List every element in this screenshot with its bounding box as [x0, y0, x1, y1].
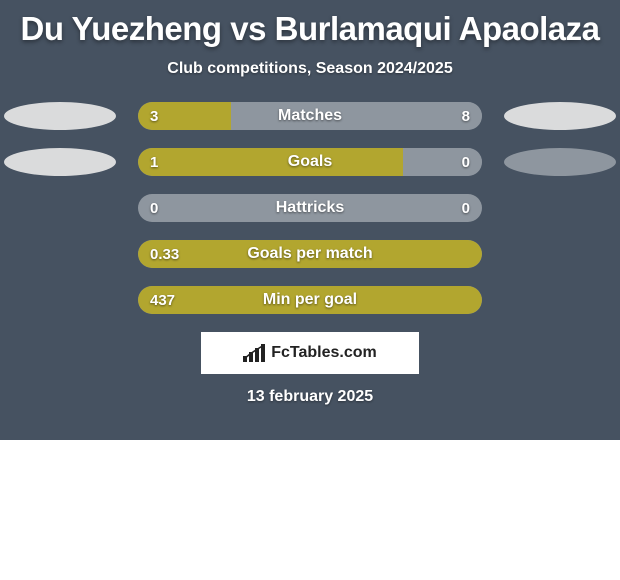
- stat-row: 1 Goals 0: [0, 148, 620, 176]
- bar-segment-right: [231, 102, 482, 130]
- oval-spacer: [504, 194, 616, 222]
- logo-chart-icon: [243, 344, 265, 362]
- subtitle: Club competitions, Season 2024/2025: [167, 60, 452, 78]
- player-oval-left: [4, 102, 116, 130]
- player-oval-right: [504, 102, 616, 130]
- stat-bar-hattricks: 0 Hattricks 0: [138, 194, 482, 222]
- bar-segment-full: [138, 286, 482, 314]
- stat-row: 3 Matches 8: [0, 102, 620, 130]
- oval-spacer: [4, 240, 116, 268]
- stat-value-left: 3: [150, 102, 158, 130]
- stat-row: 0 Hattricks 0: [0, 194, 620, 222]
- logo-text: FcTables.com: [271, 344, 377, 362]
- stat-bar-matches: 3 Matches 8: [138, 102, 482, 130]
- player-oval-right: [504, 148, 616, 176]
- bar-segment-right: [403, 148, 482, 176]
- stat-value-left: 0: [150, 194, 158, 222]
- stat-bar-goals-per-match: 0.33 Goals per match: [138, 240, 482, 268]
- stat-value-left: 0.33: [150, 240, 179, 268]
- oval-spacer: [504, 240, 616, 268]
- oval-spacer: [504, 286, 616, 314]
- stat-label: Hattricks: [138, 194, 482, 222]
- page-title: Du Yuezheng vs Burlamaqui Apaolaza: [21, 10, 600, 48]
- stat-bar-min-per-goal: 437 Min per goal: [138, 286, 482, 314]
- comparison-card: Du Yuezheng vs Burlamaqui Apaolaza Club …: [0, 0, 620, 440]
- player-oval-left: [4, 148, 116, 176]
- stat-bar-goals: 1 Goals 0: [138, 148, 482, 176]
- stats-container: 3 Matches 8 1 Goals 0 0 Hattricks: [0, 102, 620, 314]
- date-label: 13 february 2025: [247, 388, 373, 406]
- bar-segment-left: [138, 148, 403, 176]
- stat-value-right: 0: [462, 194, 470, 222]
- bar-segment-full: [138, 240, 482, 268]
- logo-box[interactable]: FcTables.com: [201, 332, 419, 374]
- oval-spacer: [4, 194, 116, 222]
- stat-value-left: 437: [150, 286, 175, 314]
- stat-row: 0.33 Goals per match: [0, 240, 620, 268]
- stat-value-right: 0: [462, 148, 470, 176]
- oval-spacer: [4, 286, 116, 314]
- stat-value-right: 8: [462, 102, 470, 130]
- stat-row: 437 Min per goal: [0, 286, 620, 314]
- stat-value-left: 1: [150, 148, 158, 176]
